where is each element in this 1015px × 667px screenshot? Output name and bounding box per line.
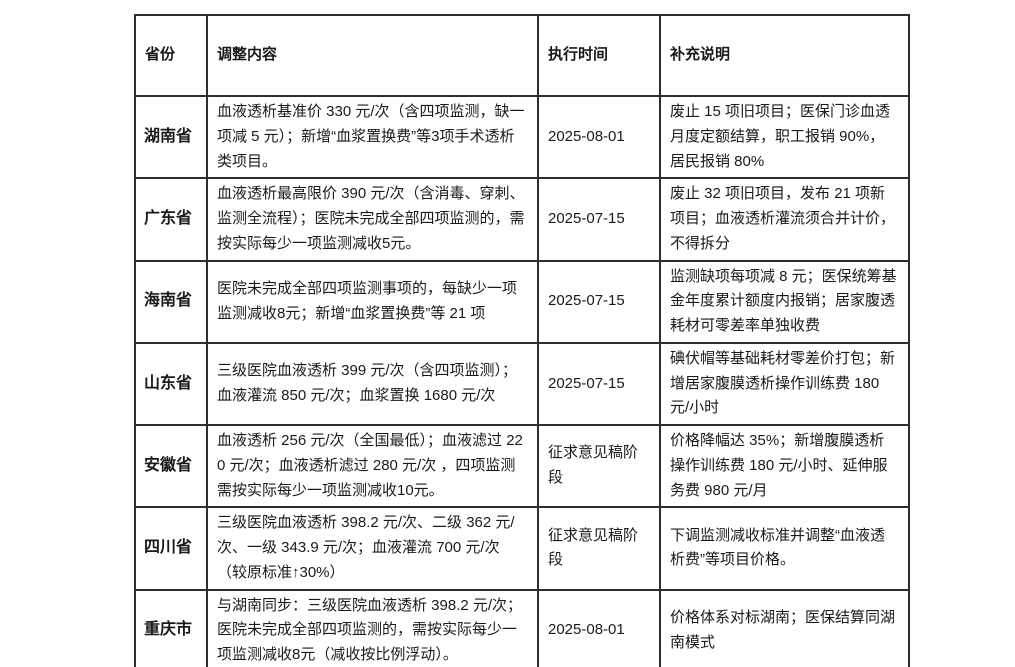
- cell-province: 海南省: [134, 259, 208, 344]
- table-row: 四川省 三级医院血液透析 398.2 元/次、二级 362 元/次、一级 343…: [134, 506, 910, 591]
- cell-time: 2025-08-01: [537, 588, 661, 667]
- cell-time: 2025-08-01: [537, 94, 661, 180]
- table-row: 广东省 血液透析最高限价 390 元/次（含消毒、穿刺、监测全流程）；医院未完成…: [134, 177, 910, 262]
- cell-note: 价格降幅达 35%；新增腹膜透析操作训练费 180 元/小时、延伸服务费 980…: [659, 423, 910, 509]
- header-cell-province: 省份: [134, 14, 208, 97]
- cell-content: 医院未完成全部四项监测事项的，每缺少一项监测减收8元；新增“血浆置换费”等 21…: [206, 259, 539, 344]
- cell-time: 征求意见稿阶段: [537, 423, 661, 509]
- cell-content: 血液透析最高限价 390 元/次（含消毒、穿刺、监测全流程）；医院未完成全部四项…: [206, 177, 539, 262]
- cell-province: 重庆市: [134, 588, 208, 667]
- cell-content: 血液透析 256 元/次（全国最低）；血液滤过 220 元/次；血液透析滤过 2…: [206, 423, 539, 509]
- cell-content: 血液透析基准价 330 元/次（含四项监测，缺一项减 5 元）；新增“血浆置换费…: [206, 94, 539, 180]
- cell-province: 广东省: [134, 177, 208, 262]
- cell-time: 2025-07-15: [537, 177, 661, 262]
- cell-province: 安徽省: [134, 423, 208, 509]
- header-cell-time: 执行时间: [537, 14, 661, 97]
- cell-province: 山东省: [134, 341, 208, 427]
- table-row: 山东省 三级医院血液透析 399 元/次（含四项监测）；血液灌流 850 元/次…: [134, 341, 910, 427]
- cell-note: 废止 32 项旧项目，发布 21 项新项目；血液透析灌流须合并计价，不得拆分: [659, 177, 910, 262]
- cell-content: 与湖南同步：三级医院血液透析 398.2 元/次；医院未完成全部四项监测的，需按…: [206, 588, 539, 667]
- cell-note: 下调监测减收标准并调整“血液透析费”等项目价格。: [659, 506, 910, 591]
- cell-province: 湖南省: [134, 94, 208, 180]
- cell-time: 2025-07-15: [537, 341, 661, 427]
- cell-content: 三级医院血液透析 399 元/次（含四项监测）；血液灌流 850 元/次；血浆置…: [206, 341, 539, 427]
- table-row: 安徽省 血液透析 256 元/次（全国最低）；血液滤过 220 元/次；血液透析…: [134, 423, 910, 509]
- header-cell-content: 调整内容: [206, 14, 539, 97]
- table-row: 湖南省 血液透析基准价 330 元/次（含四项监测，缺一项减 5 元）；新增“血…: [134, 94, 910, 180]
- cell-note: 碘伏帽等基础耗材零差价打包；新增居家腹膜透析操作训练费 180 元/小时: [659, 341, 910, 427]
- price-adjustment-table: 省份 调整内容 执行时间 补充说明 湖南省 血液透析基准价 330 元/次（含四…: [134, 14, 910, 667]
- cell-time: 2025-07-15: [537, 259, 661, 344]
- cell-content: 三级医院血液透析 398.2 元/次、二级 362 元/次、一级 343.9 元…: [206, 506, 539, 591]
- header-cell-note: 补充说明: [659, 14, 910, 97]
- cell-province: 四川省: [134, 506, 208, 591]
- cell-time: 征求意见稿阶段: [537, 506, 661, 591]
- cell-note: 价格体系对标湖南；医保结算同湖南模式: [659, 588, 910, 667]
- table-row: 重庆市 与湖南同步：三级医院血液透析 398.2 元/次；医院未完成全部四项监测…: [134, 588, 910, 667]
- cell-note: 废止 15 项旧项目；医保门诊血透月度定额结算，职工报销 90%，居民报销 80…: [659, 94, 910, 180]
- table-header-row: 省份 调整内容 执行时间 补充说明: [134, 14, 910, 97]
- table-row: 海南省 医院未完成全部四项监测事项的，每缺少一项监测减收8元；新增“血浆置换费”…: [134, 259, 910, 344]
- cell-note: 监测缺项每项减 8 元；医保统筹基金年度累计额度内报销；居家腹透耗材可零差率单独…: [659, 259, 910, 344]
